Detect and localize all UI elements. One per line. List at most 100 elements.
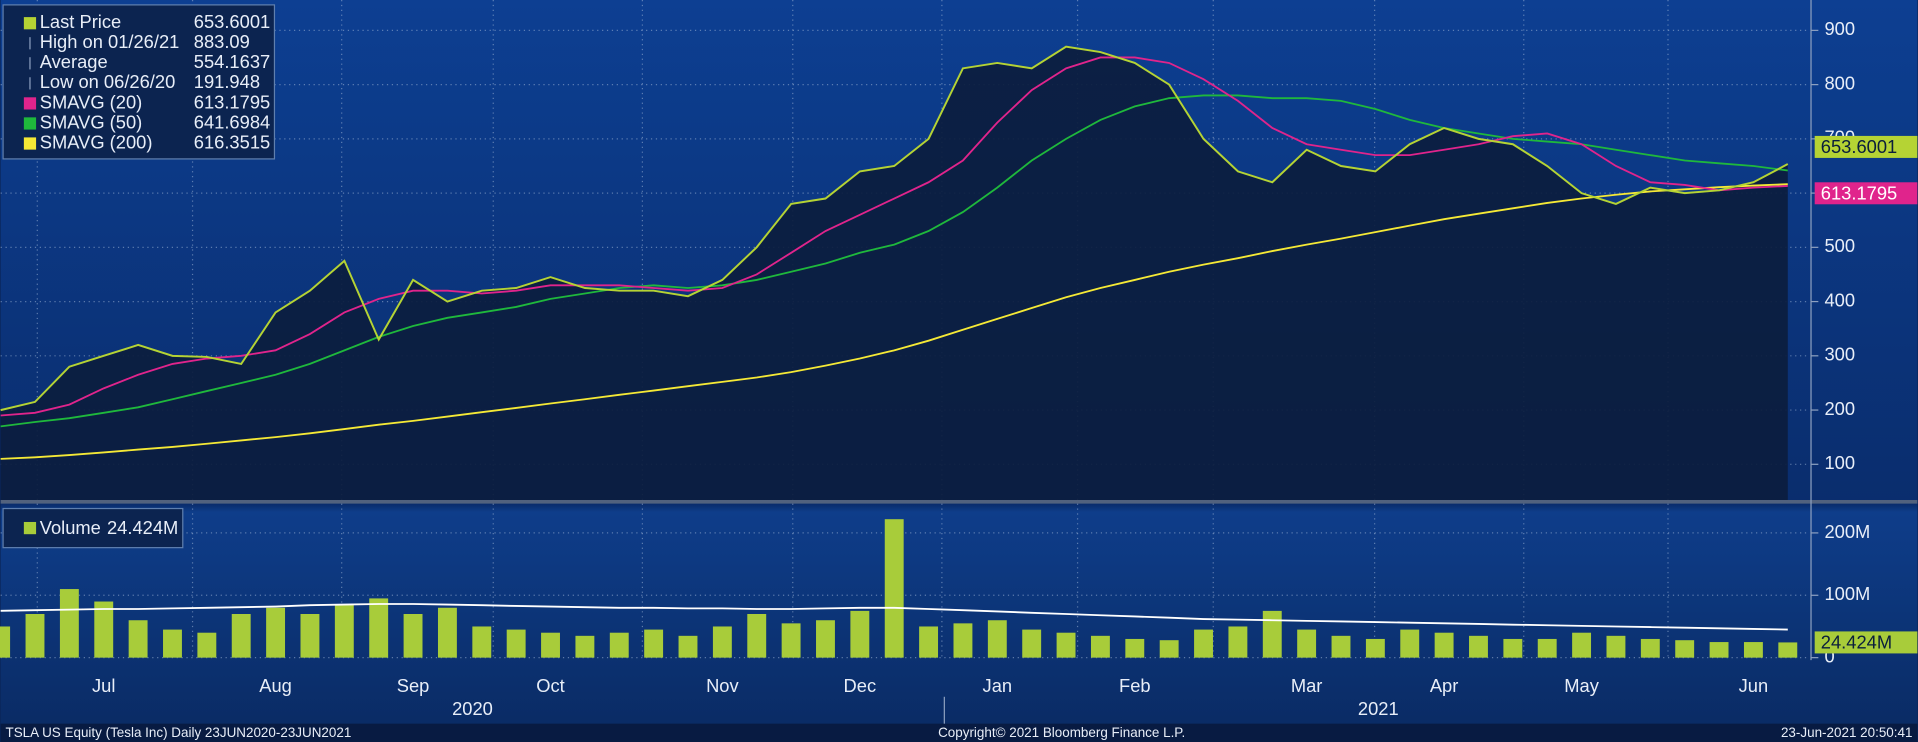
price-area <box>0 46 1788 502</box>
x-tick-label: Oct <box>536 675 565 696</box>
legend-swatch <box>23 117 37 130</box>
volume-bar <box>1022 629 1042 658</box>
y-tick-label: 500 <box>1824 235 1855 256</box>
volume-bar <box>334 604 354 658</box>
volume-bar <box>1400 629 1420 658</box>
legend-label: SMAVG (200) <box>40 131 153 152</box>
legend-swatch <box>23 521 37 535</box>
series-line <box>0 45 1789 412</box>
volume-bar <box>0 626 11 658</box>
legend-label: High on 01/26/21 <box>40 31 180 52</box>
x-tick-label: Dec <box>844 675 877 696</box>
legend-value: 883.09 <box>194 31 250 52</box>
series-line <box>0 94 1788 428</box>
volume-bar <box>1434 632 1454 658</box>
volume-bar <box>231 613 251 658</box>
y-tick-label: 800 <box>1824 72 1855 93</box>
footer-left: TSLA US Equity (Tesla Inc) Daily 23JUN20… <box>6 725 352 740</box>
volume-bar <box>163 629 182 658</box>
legend-box <box>2 4 276 160</box>
volume-bar <box>59 589 79 658</box>
x-tick-label: Jun <box>1739 675 1769 696</box>
legend-label: Low on 06/26/20 <box>40 71 176 92</box>
volume-bar <box>1125 638 1145 658</box>
volume-bar <box>369 598 389 658</box>
volume-bar <box>747 613 767 658</box>
footer-center: Copyright© 2021 Bloomberg Finance L.P. <box>938 725 1185 740</box>
volume-bar <box>1640 638 1660 658</box>
volume-bar <box>953 623 973 658</box>
y-tick-label: 200M <box>1824 521 1870 542</box>
volume-bar <box>644 629 664 658</box>
volume-bar <box>781 623 801 658</box>
price-tag-label: 24.424M <box>1821 631 1892 652</box>
volume-bar <box>437 607 457 658</box>
volume-bar <box>987 620 1007 658</box>
volume-bar <box>1228 626 1248 658</box>
legend-label: SMAVG (20) <box>40 91 143 112</box>
x-tick-label: Mar <box>1291 675 1323 696</box>
volume-bar <box>1606 635 1626 658</box>
price-tag-label: 613.1795 <box>1821 182 1897 203</box>
legend-label: Average <box>40 51 108 72</box>
volume-bar <box>1297 629 1317 658</box>
volume-bar <box>300 613 320 658</box>
volume-bar <box>1056 632 1076 658</box>
y-tick-label: 100 <box>1824 452 1855 473</box>
x-tick-label: Jan <box>983 675 1013 696</box>
y-tick-label: 100M <box>1824 583 1870 604</box>
y-tick-label: 200 <box>1824 398 1855 419</box>
volume-bar <box>712 626 732 658</box>
x-tick-label: Nov <box>706 675 739 696</box>
legend-value: 24.424M <box>107 517 178 538</box>
volume-bar <box>1262 610 1282 658</box>
volume-bar <box>1503 638 1523 658</box>
legend-value: 653.6001 <box>194 11 270 32</box>
volume-bar <box>1331 635 1351 658</box>
volume-bar <box>506 629 526 658</box>
volume-bar <box>919 626 939 658</box>
volume-bar <box>1778 642 1798 658</box>
legend-swatch <box>23 17 37 30</box>
y-tick-label: 0 <box>1824 645 1834 666</box>
y-tick-label: 400 <box>1824 289 1855 310</box>
volume-bar <box>266 607 286 658</box>
year-label: 2021 <box>1358 698 1399 719</box>
volume-bar <box>197 632 217 658</box>
legend-swatch <box>23 97 37 110</box>
volume-bar <box>678 635 698 658</box>
volume-bar <box>1537 638 1557 658</box>
y-tick-label: 300 <box>1824 344 1855 365</box>
price-tag <box>1814 135 1918 158</box>
series-line <box>0 183 1788 460</box>
x-tick-label: Feb <box>1119 675 1151 696</box>
legend-label: SMAVG (50) <box>40 111 143 132</box>
year-label: 2020 <box>452 698 493 719</box>
legend-value: 191.948 <box>194 71 260 92</box>
volume-bar <box>1675 640 1695 658</box>
legend-swatch <box>23 137 37 150</box>
price-tag <box>1814 631 1918 654</box>
price-tag-label: 653.6001 <box>1821 136 1897 157</box>
x-tick-label: May <box>1564 675 1599 696</box>
price-tag <box>1814 182 1918 205</box>
volume-bar <box>1090 635 1110 658</box>
x-tick-label: Sep <box>397 675 430 696</box>
volume-bar <box>1572 632 1592 658</box>
volume-average-line <box>0 603 1788 631</box>
volume-bar <box>816 620 835 658</box>
volume-bar <box>94 601 114 658</box>
volume-bar <box>575 635 595 658</box>
volume-bar <box>1159 640 1179 658</box>
volume-bar <box>884 519 904 658</box>
footer-bar <box>0 723 1918 742</box>
volume-bar <box>1709 642 1729 658</box>
volume-bar <box>472 626 492 658</box>
volume-bar <box>25 613 45 658</box>
volume-bar <box>1469 635 1488 658</box>
legend-value: 554.1637 <box>194 51 270 72</box>
x-tick-label: Jul <box>92 675 115 696</box>
legend-value: 613.1795 <box>194 91 270 112</box>
